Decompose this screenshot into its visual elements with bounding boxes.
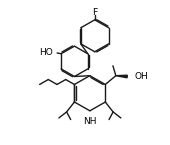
Text: F: F	[92, 8, 97, 17]
Text: HO: HO	[39, 48, 53, 57]
Polygon shape	[116, 75, 127, 78]
Text: OH: OH	[134, 71, 148, 80]
Text: NH: NH	[83, 117, 97, 126]
